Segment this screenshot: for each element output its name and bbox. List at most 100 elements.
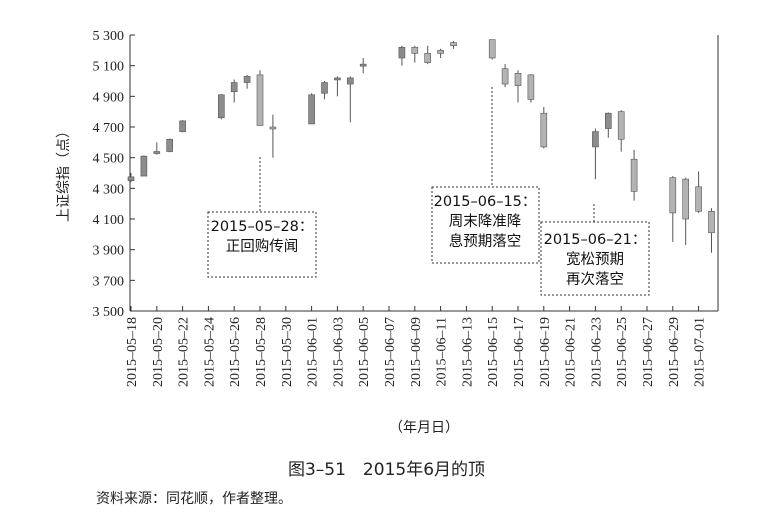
candle-body bbox=[334, 77, 341, 81]
candle-body bbox=[256, 74, 264, 126]
candle-body bbox=[308, 94, 315, 125]
candle bbox=[411, 45, 419, 63]
candle bbox=[488, 39, 496, 60]
candle-body bbox=[424, 53, 432, 63]
x-tick-label: 2015–06–17 bbox=[512, 317, 527, 387]
candle-body bbox=[708, 211, 715, 234]
candle-body bbox=[179, 120, 186, 132]
candle bbox=[243, 74, 251, 89]
y-tick-label: 4 100 bbox=[93, 213, 125, 228]
candle-body bbox=[617, 111, 625, 140]
candle bbox=[256, 70, 264, 126]
candle-body bbox=[604, 112, 612, 129]
candle bbox=[501, 64, 509, 88]
candle-body bbox=[127, 176, 135, 181]
annotation-text: 2015–05–28： bbox=[211, 219, 314, 235]
x-tick-label: 2015–06–15 bbox=[486, 317, 501, 387]
candle bbox=[321, 81, 328, 100]
candle bbox=[695, 171, 702, 213]
candle-body bbox=[243, 76, 251, 83]
candle bbox=[527, 74, 535, 103]
candle-body bbox=[140, 155, 148, 177]
x-tick-label: 2015–06–07 bbox=[383, 317, 398, 387]
candle bbox=[346, 76, 354, 123]
x-tick-label: 2015–05–22 bbox=[177, 317, 192, 387]
x-tick-label: 2015–05–18 bbox=[125, 317, 140, 387]
candle bbox=[708, 208, 715, 253]
x-tick-label: 2015–06–19 bbox=[538, 317, 553, 387]
annotation-text: 正回购传闻 bbox=[226, 238, 299, 255]
x-tick-label: 2015–07–01 bbox=[693, 317, 708, 387]
candle-body bbox=[682, 178, 690, 220]
x-tick-label: 2015–06–03 bbox=[331, 317, 346, 387]
candle-body bbox=[695, 186, 702, 212]
y-tick-label: 5 300 bbox=[93, 29, 125, 44]
candle-body bbox=[527, 74, 535, 100]
x-tick-label: 2015–05–24 bbox=[202, 317, 217, 387]
candle-body bbox=[398, 46, 406, 59]
annotation-box bbox=[207, 211, 317, 278]
y-tick-label: 5 100 bbox=[93, 60, 125, 75]
annotation-text: 2015–06–15： bbox=[434, 194, 537, 210]
candle bbox=[437, 48, 444, 58]
candle bbox=[514, 70, 522, 103]
candle-body bbox=[437, 50, 444, 54]
candle-body bbox=[514, 73, 522, 86]
x-tick-label: 2015–06–01 bbox=[306, 317, 321, 387]
candle-body bbox=[269, 126, 277, 130]
annotation-text: 宽松预期 bbox=[566, 251, 624, 268]
source-note: 资料来源：同花顺，作者整理。 bbox=[96, 491, 292, 507]
x-tick-label: 2015–05–26 bbox=[228, 317, 243, 387]
candle bbox=[540, 107, 548, 149]
candlestick-chart: 3 500 3 700 3 900 4 100 4 300 4 500 4 700 4 900… bbox=[56, 29, 719, 436]
candle-body bbox=[501, 68, 509, 85]
x-tick-label: 2015–06–21 bbox=[564, 317, 579, 387]
candle bbox=[269, 114, 277, 158]
candle bbox=[308, 93, 315, 125]
x-tick-label: 2015–05–30 bbox=[280, 317, 295, 387]
candle-body bbox=[488, 39, 496, 59]
annotation-text: 周末降准降 bbox=[449, 213, 522, 230]
annotation-box bbox=[431, 186, 540, 264]
candle-body bbox=[230, 82, 238, 93]
y-tick-label: 3 900 bbox=[93, 244, 125, 259]
y-tick-label: 4 300 bbox=[93, 182, 125, 197]
candle-body bbox=[153, 151, 161, 154]
candle bbox=[592, 128, 599, 180]
candles bbox=[127, 39, 715, 253]
candle bbox=[179, 120, 186, 133]
y-tick-label: 3 700 bbox=[93, 274, 125, 289]
candle-body bbox=[592, 131, 599, 148]
axes: 3 500 3 700 3 900 4 100 4 300 4 500 4 700 4 900… bbox=[93, 29, 719, 387]
x-tick-label: 2015–06–27 bbox=[641, 317, 656, 387]
y-tick-label: 4 500 bbox=[93, 152, 125, 167]
candle bbox=[140, 155, 148, 177]
candle bbox=[450, 41, 457, 49]
annotation-text: 息预期落空 bbox=[449, 233, 522, 250]
figure-caption: 图3–51 2015年6月的顶 bbox=[287, 460, 486, 480]
candle bbox=[230, 79, 238, 103]
x-tick-label: 2015–06–29 bbox=[667, 317, 682, 387]
candle-body bbox=[630, 158, 638, 192]
y-axis-title: 上证综指（点） bbox=[56, 124, 72, 222]
candle bbox=[424, 45, 432, 65]
y-tick-label: 4 900 bbox=[93, 90, 125, 105]
candle bbox=[127, 173, 135, 183]
annotation-box bbox=[540, 221, 650, 296]
x-tick-label: 2015–05–28 bbox=[254, 317, 269, 387]
candle bbox=[604, 112, 612, 138]
candle bbox=[334, 76, 341, 97]
candle bbox=[218, 94, 225, 120]
x-tick-label: 2015–06–13 bbox=[460, 317, 475, 387]
annotation-text: 2015–06–21： bbox=[544, 232, 647, 248]
candle-body bbox=[218, 94, 225, 119]
candle bbox=[630, 150, 638, 201]
annotation-text: 再次落空 bbox=[566, 271, 624, 288]
candle bbox=[153, 142, 161, 155]
annotation: 2015–05–28： 正回购传闻 bbox=[207, 157, 317, 278]
candle bbox=[617, 110, 625, 152]
x-tick-label: 2015–06–09 bbox=[409, 317, 424, 387]
candle bbox=[359, 58, 367, 74]
